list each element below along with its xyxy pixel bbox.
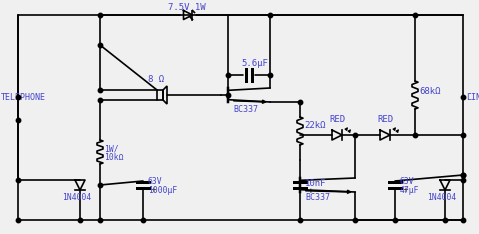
- Text: LINE: LINE: [466, 92, 479, 102]
- Text: 68kΩ: 68kΩ: [419, 87, 441, 95]
- Text: BC337: BC337: [305, 193, 330, 202]
- Text: 1N4004: 1N4004: [62, 193, 91, 202]
- Text: 63V: 63V: [400, 177, 415, 186]
- Text: RED: RED: [377, 115, 393, 124]
- Text: 1W/: 1W/: [104, 144, 119, 153]
- Text: +: +: [307, 188, 313, 194]
- Text: TELEPHONE: TELEPHONE: [1, 92, 46, 102]
- Text: 63V: 63V: [148, 177, 163, 186]
- Text: 10nF: 10nF: [305, 179, 327, 187]
- Text: +: +: [150, 187, 156, 193]
- Text: BC337: BC337: [233, 105, 258, 114]
- Text: 1000μF: 1000μF: [148, 186, 177, 195]
- Text: +: +: [402, 187, 408, 193]
- Text: 8 Ω: 8 Ω: [148, 75, 164, 84]
- Text: 47μF: 47μF: [400, 186, 420, 195]
- Text: 5.6μF: 5.6μF: [241, 59, 268, 68]
- Text: 1N4004: 1N4004: [427, 193, 456, 202]
- Bar: [157, 90, 163, 100]
- Text: 22kΩ: 22kΩ: [304, 121, 326, 131]
- Text: RED: RED: [329, 115, 345, 124]
- Text: 10kΩ: 10kΩ: [104, 153, 124, 162]
- Text: 7.5V 1W: 7.5V 1W: [168, 3, 205, 12]
- Text: -: -: [466, 88, 472, 98]
